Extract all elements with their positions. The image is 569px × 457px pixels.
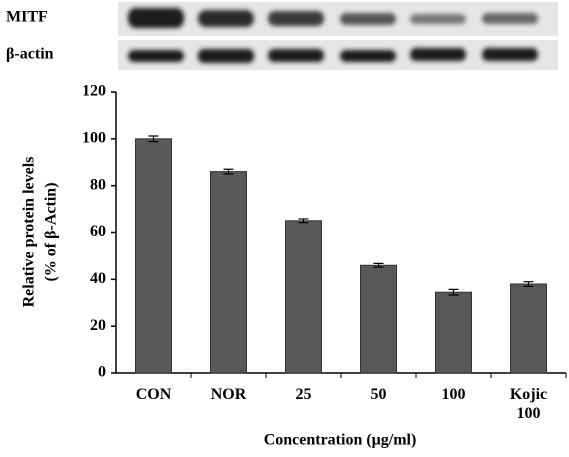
x-tick-label: 100 <box>428 385 480 404</box>
western-blot: MITF β-actin <box>6 2 558 70</box>
x-tick-label: 25 <box>278 385 330 404</box>
y-axis-title: (% of β-Actin) <box>43 182 60 281</box>
y-tick-label: 0 <box>98 364 106 381</box>
y-tick-label: 80 <box>90 176 106 193</box>
y-tick-label: 20 <box>90 317 106 334</box>
x-tick-label: 50 <box>353 385 405 404</box>
bar <box>511 284 547 373</box>
band <box>268 49 324 62</box>
band <box>410 48 466 61</box>
y-tick-label: 100 <box>82 130 106 147</box>
band <box>128 50 184 62</box>
x-tick-label: NOR <box>203 385 255 404</box>
y-tick-label: 40 <box>90 270 106 287</box>
bar <box>211 172 247 373</box>
page: MITF β-actin Relative protein levels (% … <box>0 0 569 457</box>
band <box>340 50 396 62</box>
blot-label: MITF <box>6 9 48 26</box>
blot-label: β-actin <box>6 46 54 63</box>
bar <box>436 292 472 373</box>
band <box>128 8 184 28</box>
y-axis-title: Relative protein levels <box>21 157 38 308</box>
band <box>268 11 324 26</box>
band <box>482 13 538 24</box>
y-tick-label: 60 <box>90 223 106 240</box>
bar <box>361 265 397 373</box>
band <box>198 10 254 27</box>
bar <box>136 139 172 373</box>
band <box>482 48 538 61</box>
x-tick-label: Kojic 100 <box>503 385 555 423</box>
band <box>340 13 396 25</box>
y-tick-label: 120 <box>82 83 106 100</box>
x-tick-label: CON <box>128 385 180 404</box>
x-axis-title: Concentration (μg/ml) <box>264 432 417 449</box>
band <box>198 49 254 63</box>
band <box>410 14 466 24</box>
bar <box>286 221 322 373</box>
